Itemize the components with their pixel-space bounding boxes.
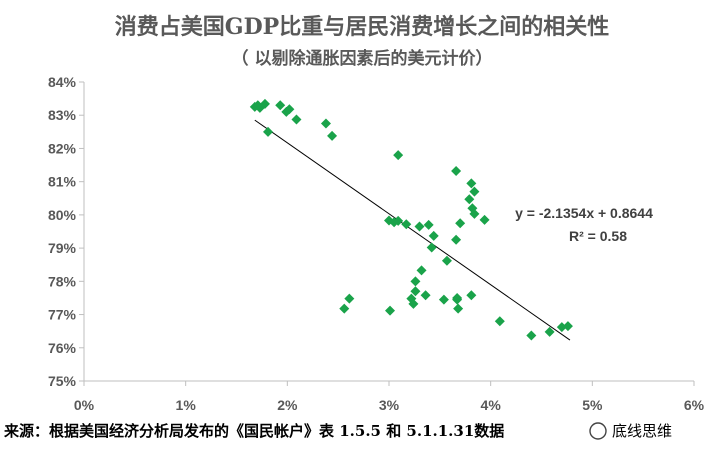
y-tick-label: 83% [48,107,77,123]
y-tick-label: 77% [48,307,77,323]
x-tick-label: 0% [74,397,95,413]
y-tick-label: 78% [48,273,77,289]
data-point [320,118,331,129]
data-point [428,230,439,241]
data-point [451,234,462,245]
x-tick-label: 3% [379,397,400,413]
data-point [393,215,404,226]
y-axis-ticks: 75% 76% 77% 78% 79% 80% 81% 82% 83% 84% [48,74,84,389]
data-point [263,126,274,137]
data-point [259,98,270,109]
x-tick-label: 1% [176,397,197,413]
y-tick-label: 75% [48,373,77,389]
data-point [469,208,480,219]
data-point [284,104,295,115]
data-point [455,218,466,229]
data-point [479,214,490,225]
data-point [556,322,567,333]
data-point [526,330,537,341]
data-point [401,219,412,230]
x-tick-label: 2% [277,397,298,413]
trendline-equation: y = -2.1354x + 0.8644 [515,205,653,221]
watermark-text: 底线思维 [612,422,672,440]
data-point [452,294,463,305]
chart-subtitle: （ 以剔除通胀因素后的美元计价） [232,48,493,69]
data-point [410,276,421,287]
y-tick-label: 84% [48,74,77,90]
trendline [254,119,571,341]
data-point [291,114,302,125]
r-squared-label: R² = 0.58 [569,228,627,244]
data-point [441,255,452,266]
x-axis-ticks: 0% 1% 2% 3% 4% 5% 6% [74,381,705,413]
y-tick-label: 80% [48,207,77,223]
data-point [466,290,477,301]
data-point [494,316,505,327]
data-point [562,321,573,332]
y-tick-label: 82% [48,140,77,156]
y-tick-label: 76% [48,340,77,356]
data-point [385,305,396,316]
data-point [275,100,286,111]
data-point [327,130,338,141]
data-points [249,98,573,341]
data-point [408,298,419,309]
data-point [426,242,437,253]
data-point [416,265,427,276]
data-point [544,326,555,337]
y-tick-label: 81% [48,174,77,190]
data-point [438,294,449,305]
x-tick-label: 4% [481,397,502,413]
watermark: 底线思维 [589,422,672,440]
data-point [344,293,355,304]
data-point [410,286,421,297]
wechat-icon [589,422,607,440]
x-tick-label: 5% [582,397,603,413]
data-point [469,186,480,197]
source-note: 来源：根据美国经济分析局发布的《国民帐户》表 1.5.5 和 5.1.1.31数… [3,422,504,440]
data-point [423,219,434,230]
data-point [466,178,477,189]
data-point [420,290,431,301]
y-tick-label: 79% [48,240,77,256]
data-point [464,194,475,205]
x-tick-label: 6% [684,397,705,413]
data-point [339,303,350,314]
data-point [453,303,464,314]
data-point [451,166,462,177]
data-point [393,150,404,161]
data-point [414,221,425,232]
chart-title: 消费占美国GDP比重与居民消费增长之间的相关性 [115,14,609,40]
